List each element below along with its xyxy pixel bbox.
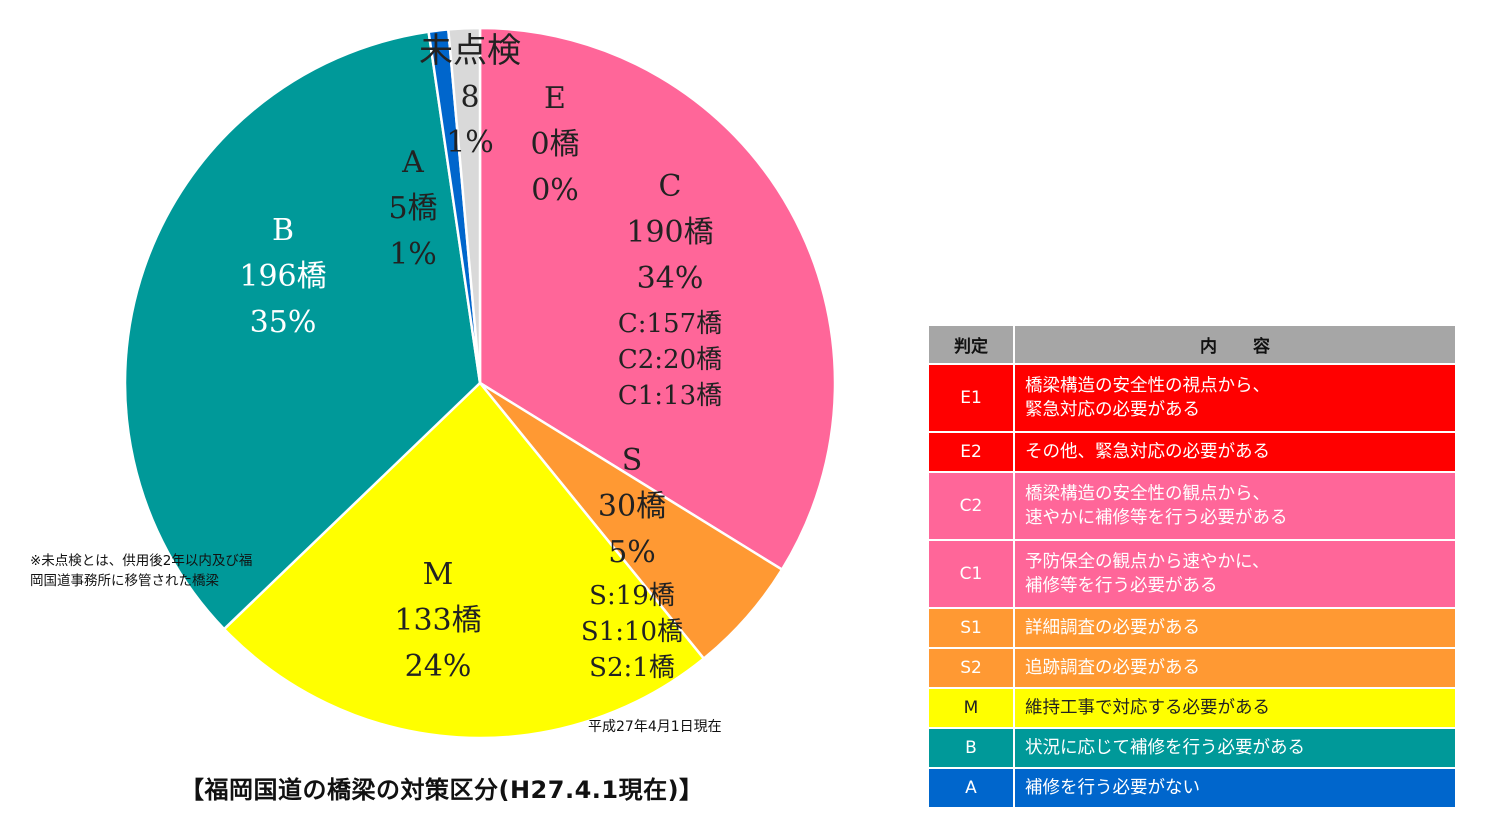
legend-code: S2 bbox=[927, 647, 1015, 689]
slice-sub-c-1: C2:20橋 bbox=[618, 345, 722, 375]
slice-name-m: M bbox=[423, 557, 454, 592]
slice-name-e: E bbox=[544, 81, 566, 116]
pie-slice-m bbox=[222, 381, 706, 740]
slice-count-a: 5橋 bbox=[388, 191, 437, 226]
legend-code: M bbox=[927, 687, 1015, 729]
slice-sub-s-2: S2:1橋 bbox=[589, 653, 675, 683]
as-of-date: 平成27年4月1日現在 bbox=[588, 719, 722, 735]
slice-sub-s-0: S:19橋 bbox=[589, 581, 675, 611]
legend-description: 橋梁構造の安全性の視点から、 緊急対応の必要がある bbox=[1013, 363, 1457, 433]
slice-percent-u: 1% bbox=[446, 125, 494, 160]
uninspected-note: ※未点検とは、供用後2年以内及び福岡国道事務所に移管された橋梁 bbox=[30, 553, 253, 589]
slice-count-e: 0橋 bbox=[530, 127, 579, 162]
legend-code: E1 bbox=[927, 363, 1015, 433]
slice-percent-c: 34% bbox=[637, 261, 704, 296]
slice-sub-c-0: C:157橋 bbox=[618, 309, 722, 339]
slice-count-c: 190橋 bbox=[626, 215, 713, 250]
legend-description-line: 補修等を行う必要がある bbox=[1025, 576, 1218, 596]
legend-code: E2 bbox=[927, 431, 1015, 473]
pie-slice-c bbox=[478, 26, 837, 572]
legend-description-line: 速やかに補修等を行う必要がある bbox=[1025, 508, 1288, 528]
slice-count-u: 8 bbox=[460, 80, 479, 115]
slice-percent-m: 24% bbox=[405, 649, 472, 684]
legend-description-line: 維持工事で対応する必要がある bbox=[1025, 698, 1270, 718]
pie-slice-b bbox=[123, 30, 482, 631]
legend-header-row: 判定 内容 bbox=[927, 324, 1457, 365]
slice-sub-c-2: C1:13橋 bbox=[618, 381, 722, 411]
legend-row-a: A 補修を行う必要がない bbox=[927, 767, 1457, 809]
slice-percent-b: 35% bbox=[250, 305, 317, 340]
slice-percent-e: 0% bbox=[531, 173, 579, 208]
slice-name-b: B bbox=[272, 213, 294, 248]
legend-row-c2: C2 橋梁構造の安全性の観点から、 速やかに補修等を行う必要がある bbox=[927, 471, 1457, 541]
legend-description: 橋梁構造の安全性の観点から、 速やかに補修等を行う必要がある bbox=[1013, 471, 1457, 541]
chart-title: 【福岡国道の橋梁の対策区分(H27.4.1現在)】 bbox=[180, 776, 704, 804]
legend-description-line: 緊急対応の必要がある bbox=[1025, 400, 1200, 420]
legend-code: B bbox=[927, 727, 1015, 769]
legend-description: 詳細調査の必要がある bbox=[1013, 607, 1457, 649]
legend-header-content: 内容 bbox=[1013, 324, 1457, 365]
legend-row-m: M 維持工事で対応する必要がある bbox=[927, 687, 1457, 729]
slice-percent-s: 5% bbox=[608, 535, 656, 570]
slice-count-s: 30橋 bbox=[598, 489, 666, 524]
pie-slice-u bbox=[446, 26, 482, 384]
legend-description: 維持工事で対応する必要がある bbox=[1013, 687, 1457, 729]
legend-code: S1 bbox=[927, 607, 1015, 649]
judgement-legend-table: 判定 内容 E1 橋梁構造の安全性の視点から、 緊急対応の必要がある E2 その他、緊急… bbox=[927, 324, 1457, 809]
legend-description-line: 状況に応じて補修を行う必要がある bbox=[1025, 738, 1305, 758]
slice-count-m: 133橋 bbox=[394, 603, 481, 638]
legend-code: C1 bbox=[927, 539, 1015, 609]
legend-description: 追跡調査の必要がある bbox=[1013, 647, 1457, 689]
legend-description-line: その他、緊急対応の必要がある bbox=[1025, 442, 1270, 462]
legend-description-line: 橋梁構造の安全性の視点から、 bbox=[1025, 376, 1270, 396]
legend-description: 状況に応じて補修を行う必要がある bbox=[1013, 727, 1457, 769]
slice-name-a: A bbox=[401, 145, 424, 180]
legend-description-line: 予防保全の観点から速やかに、 bbox=[1025, 552, 1270, 572]
legend-description-line: 補修を行う必要がない bbox=[1025, 778, 1200, 798]
legend-row-s2: S2 追跡調査の必要がある bbox=[927, 647, 1457, 689]
slice-name-c: C bbox=[659, 169, 682, 204]
legend-row-e2: E2 その他、緊急対応の必要がある bbox=[927, 431, 1457, 473]
slice-name-u: 未点検 bbox=[419, 31, 521, 71]
legend-description: 補修を行う必要がない bbox=[1013, 767, 1457, 809]
legend-row-s1: S1 詳細調査の必要がある bbox=[927, 607, 1457, 649]
legend-description: その他、緊急対応の必要がある bbox=[1013, 431, 1457, 473]
legend-row-e1: E1 橋梁構造の安全性の視点から、 緊急対応の必要がある bbox=[927, 363, 1457, 433]
legend-description: 予防保全の観点から速やかに、 補修等を行う必要がある bbox=[1013, 539, 1457, 609]
legend-row-c1: C1 予防保全の観点から速やかに、 補修等を行う必要がある bbox=[927, 539, 1457, 609]
legend-description-line: 橋梁構造の安全性の観点から、 bbox=[1025, 484, 1270, 504]
legend-code: C2 bbox=[927, 471, 1015, 541]
legend-row-b: B 状況に応じて補修を行う必要がある bbox=[927, 727, 1457, 769]
legend-code: A bbox=[927, 767, 1015, 809]
slice-sub-s-1: S1:10橋 bbox=[581, 617, 683, 647]
slice-name-s: S bbox=[622, 443, 643, 478]
pie-chart: E 0橋 0% C 190橋 34% C:157橋 C2:20橋 C1:13橋 S 30橋 5% S:1… bbox=[123, 26, 837, 740]
legend-header-code: 判定 bbox=[927, 324, 1015, 365]
legend-description-line: 詳細調査の必要がある bbox=[1025, 618, 1200, 638]
slice-count-b: 196橋 bbox=[239, 259, 326, 294]
legend-description-line: 追跡調査の必要がある bbox=[1025, 658, 1200, 678]
pie-slices bbox=[123, 26, 837, 740]
slice-percent-a: 1% bbox=[389, 237, 437, 272]
